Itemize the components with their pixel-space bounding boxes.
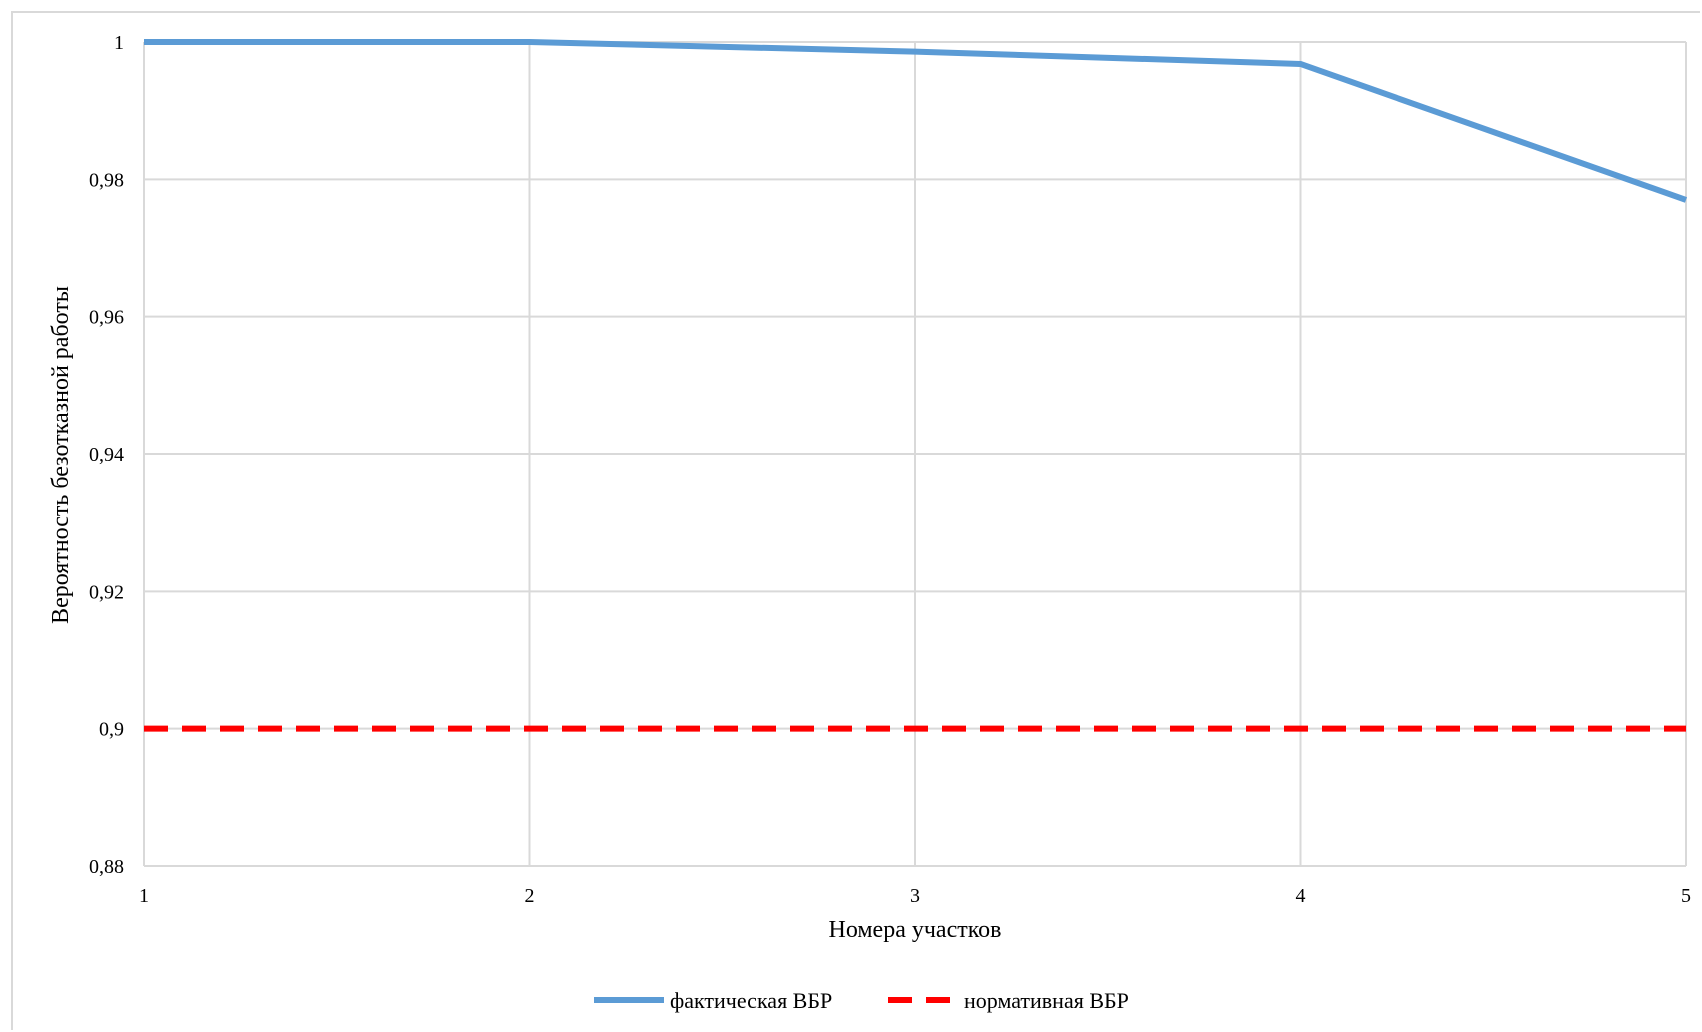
- y-tick-label: 1: [114, 32, 124, 54]
- x-tick-label: 4: [1296, 885, 1306, 907]
- grid: [143, 41, 1687, 867]
- legend-label: фактическая ВБР: [670, 988, 832, 1013]
- y-tick-label: 0,92: [89, 581, 124, 603]
- y-tick-label: 0,9: [99, 719, 124, 741]
- series-line-actual: [144, 39, 1687, 203]
- x-axis-ticks: 1 2 3 4 5: [139, 885, 1691, 907]
- y-axis-title: Вероятность безотказной работы: [48, 286, 74, 624]
- y-tick-label: 0,96: [89, 307, 124, 329]
- x-tick-label: 3: [910, 885, 920, 907]
- x-tick-label: 5: [1681, 885, 1691, 907]
- x-axis-title: Номера участков: [828, 917, 1001, 943]
- x-tick-label: 2: [525, 885, 535, 907]
- x-tick-label: 1: [139, 885, 149, 907]
- y-tick-label: 0,98: [89, 169, 124, 191]
- chart-frame: [11, 11, 1700, 1030]
- y-tick-label: 0,94: [89, 444, 124, 466]
- legend-label: нормативная ВБР: [964, 988, 1129, 1013]
- y-axis-ticks: 0,88 0,9 0,92 0,94 0,96 0,98 1: [89, 32, 124, 878]
- legend: фактическая ВБР нормативная ВБР: [594, 988, 1129, 1013]
- series-layer: [144, 39, 1687, 732]
- y-tick-label: 0,88: [89, 856, 124, 878]
